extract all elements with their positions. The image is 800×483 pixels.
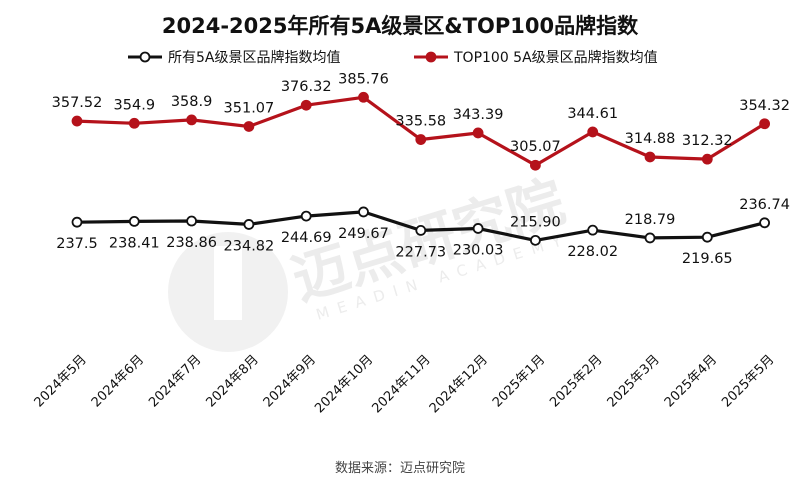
x-tick-label-10: 2025年3月 xyxy=(605,352,663,410)
x-tick-label-4: 2024年9月 xyxy=(261,352,319,410)
series-0-data-label-0: 237.5 xyxy=(56,236,98,252)
series-0-point-8 xyxy=(530,234,541,246)
chart-title: 2024-2025年所有5A级景区&TOP100品牌指数 xyxy=(162,14,639,38)
series-0-point-12 xyxy=(759,217,770,229)
legend: 所有5A级景区品牌指数均值 TOP100 5A级景区品牌指数均值 xyxy=(128,49,658,66)
x-tick-label-11: 2025年4月 xyxy=(662,352,720,410)
x-tick-label-6: 2024年11月 xyxy=(370,352,434,416)
series-0-point-5 xyxy=(358,206,369,218)
series-0-data-label-11: 219.65 xyxy=(682,251,733,267)
x-tick-label-2: 2024年7月 xyxy=(146,352,204,410)
series-0-data-label-6: 227.73 xyxy=(395,244,446,260)
series-0-point-0 xyxy=(71,216,83,228)
series-0-point-7 xyxy=(472,223,484,234)
x-tick-label-3: 2024年8月 xyxy=(203,352,261,410)
x-tick-label-7: 2024年12月 xyxy=(427,352,491,416)
x-tick-label-1: 2024年6月 xyxy=(89,352,147,410)
series-0-data-label-4: 244.69 xyxy=(281,230,332,246)
x-tick-label-0: 2024年5月 xyxy=(32,352,90,410)
series-1-point-5 xyxy=(358,91,369,103)
x-axis-ticks: 2024年5月 2024年6月 2024年7月 2024年8月 2024年9月2024年… xyxy=(32,352,778,416)
series-0-point-2 xyxy=(186,215,198,227)
x-tick-label-9: 2025年2月 xyxy=(547,352,605,410)
series-1-data-label-12: 354.32 xyxy=(739,98,790,114)
x-tick-label-8: 2025年1月 xyxy=(490,352,548,410)
series-1-data-label-1: 354.9 xyxy=(114,97,156,113)
series-0-data-label-10: 218.79 xyxy=(625,212,676,228)
watermark-tower-icon xyxy=(214,246,242,320)
series-1-data-label-3: 351.07 xyxy=(224,100,275,116)
series-1-data-label-9: 344.61 xyxy=(567,106,618,122)
series-0-point-10 xyxy=(644,232,656,244)
series-0-point-4 xyxy=(300,210,312,222)
series-1-point-1 xyxy=(128,117,140,129)
series-1-point-8 xyxy=(530,159,541,171)
legend-label-top100: TOP100 5A级景区品牌指数均值 xyxy=(453,49,658,66)
series-1: 357.52 354.9 358.9 351.07 376.32 385.76 335.58… xyxy=(52,71,790,171)
series-1-point-10 xyxy=(644,151,656,163)
series-0-data-label-5: 249.67 xyxy=(338,226,389,242)
plot-area: 237.5 238.41 238.86 234.82 244.69 249.67 227.7… xyxy=(52,71,790,267)
series-1-data-label-11: 312.32 xyxy=(682,133,733,149)
series-1-data-label-10: 314.88 xyxy=(625,131,676,147)
series-0-data-label-2: 238.86 xyxy=(166,235,217,251)
series-0-data-label-1: 238.41 xyxy=(109,235,160,251)
series-0-data-label-3: 234.82 xyxy=(224,238,275,254)
series-0-data-label-8: 215.90 xyxy=(510,214,561,230)
x-tick-label-12: 2025年5月 xyxy=(719,352,777,410)
x-tick-label-5: 2024年10月 xyxy=(312,352,376,416)
series-1-data-label-2: 358.9 xyxy=(171,94,213,110)
legend-item-top100: TOP100 5A级景区品牌指数均值 xyxy=(414,49,658,66)
series-0-point-1 xyxy=(128,216,140,227)
series-0-point-9 xyxy=(587,224,599,236)
series-0-data-label-9: 228.02 xyxy=(567,244,618,260)
series-0-point-3 xyxy=(243,219,255,230)
series-1-data-label-4: 376.32 xyxy=(281,79,332,95)
series-1-point-11 xyxy=(701,153,713,165)
series-1-point-7 xyxy=(472,127,484,139)
series-1-data-label-8: 305.07 xyxy=(510,139,561,155)
series-0: 237.5 238.41 238.86 234.82 244.69 249.67 227.7… xyxy=(56,197,790,267)
series-1-point-3 xyxy=(243,121,255,132)
series-1-point-4 xyxy=(300,99,312,111)
series-0-point-11 xyxy=(701,231,713,243)
series-1-data-label-6: 335.58 xyxy=(395,114,446,130)
series-1-data-label-0: 357.52 xyxy=(52,95,103,111)
series-1-data-label-7: 343.39 xyxy=(453,107,504,123)
legend-label-all: 所有5A级景区品牌指数均值 xyxy=(168,49,340,66)
series-1-data-label-5: 385.76 xyxy=(338,71,389,87)
series-1-point-12 xyxy=(759,118,770,130)
legend-item-all: 所有5A级景区品牌指数均值 xyxy=(128,49,340,66)
series-0-point-6 xyxy=(415,224,427,236)
series-0-data-label-7: 230.03 xyxy=(453,242,504,258)
series-1-point-9 xyxy=(587,126,599,138)
legend-marker-top100 xyxy=(425,51,437,63)
source-note: 数据来源：迈点研究院 xyxy=(335,461,465,476)
watermark: 迈点研究院 MEADIN ACADEMY xyxy=(168,169,572,352)
series-1-point-6 xyxy=(415,134,427,145)
legend-marker-all xyxy=(139,51,151,63)
series-1-point-2 xyxy=(186,114,198,126)
series-1-point-0 xyxy=(71,115,83,127)
series-0-data-label-12: 236.74 xyxy=(739,197,790,213)
